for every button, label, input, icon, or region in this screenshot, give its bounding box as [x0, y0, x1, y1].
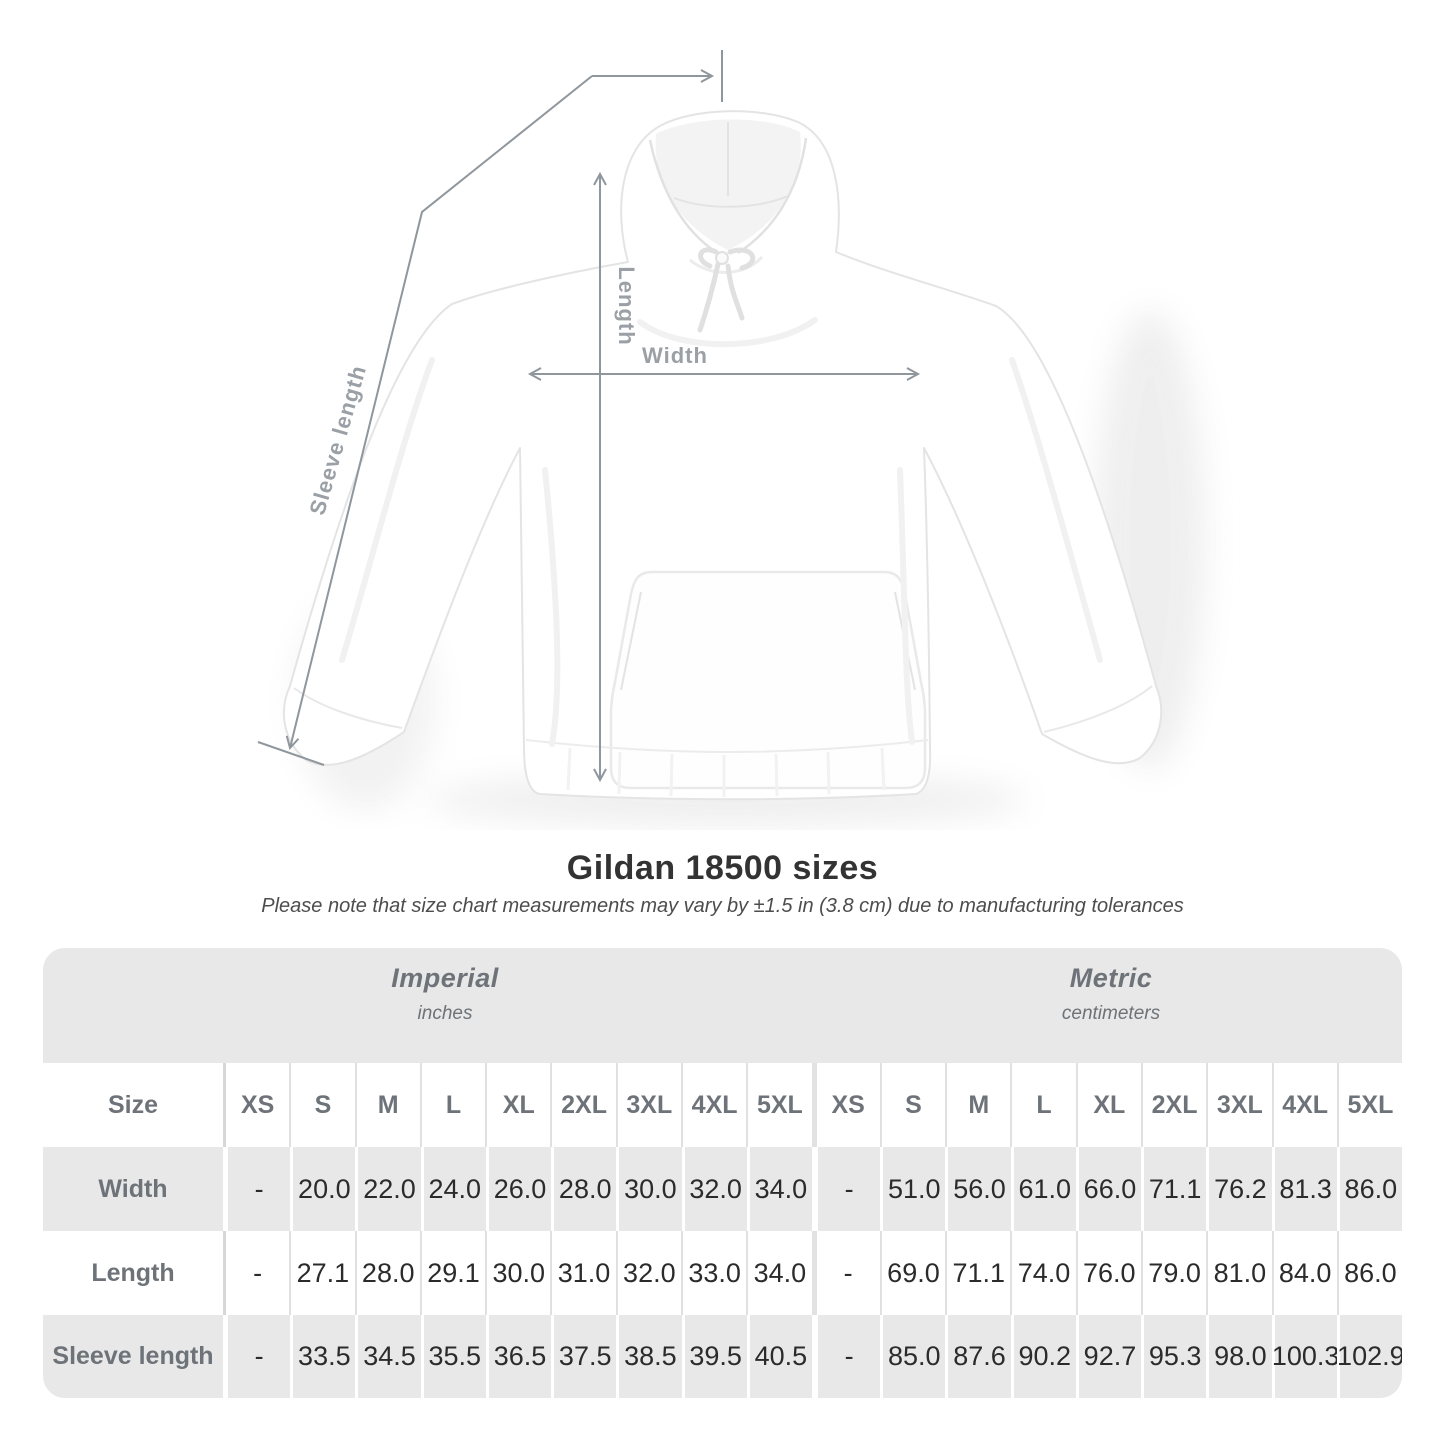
measurement-value: 81.3	[1271, 1147, 1337, 1231]
measurement-value: -	[811, 1315, 881, 1398]
measurement-value: 34.0	[746, 1231, 811, 1315]
size-col-header: L	[419, 1063, 485, 1147]
measurement-value: 100.3	[1271, 1315, 1339, 1398]
size-col-header: 5XL	[746, 1063, 811, 1147]
measurement-value: 95.3	[1141, 1315, 1207, 1398]
measurement-value: 86.0	[1336, 1147, 1402, 1231]
size-col-header: 3XL	[615, 1063, 681, 1147]
measurement-value: 34.0	[746, 1147, 812, 1231]
measurement-value: 30.0	[616, 1147, 682, 1231]
drawstring	[697, 247, 756, 333]
measurement-value: -	[811, 1231, 880, 1315]
size-col-header: M	[354, 1063, 420, 1147]
length-measure-label: Length	[614, 266, 639, 345]
measurement-value: 71.1	[1141, 1147, 1207, 1231]
size-col-header: 4XL	[1271, 1063, 1337, 1147]
measurement-value: 98.0	[1206, 1315, 1272, 1398]
page-subtitle: Please note that size chart measurements…	[261, 895, 1184, 917]
measurement-value: 34.5	[355, 1315, 421, 1398]
size-header-row: Size XS S M L XL 2XL 3XL 4XL 5XL XS S M …	[43, 1063, 1402, 1147]
size-col-header: 4XL	[680, 1063, 746, 1147]
measurement-value: 31.0	[550, 1231, 615, 1315]
width-measure-label: Width	[642, 343, 708, 368]
size-col-header: XL	[1075, 1063, 1141, 1147]
sleeve-measure-tick	[257, 741, 325, 766]
row-label: Sleeve length	[43, 1315, 223, 1398]
sleeve-length-row: Sleeve length - 33.5 34.5 35.5 36.5 37.5…	[43, 1315, 1402, 1398]
measurement-value: 66.0	[1075, 1147, 1142, 1231]
size-chart-table: Imperial inches Metric centimeters Size …	[43, 948, 1402, 1398]
measurement-value: 26.0	[485, 1147, 552, 1231]
measurement-value: 85.0	[880, 1315, 946, 1398]
measurement-value: 20.0	[290, 1147, 356, 1231]
size-col-header: S	[879, 1063, 945, 1147]
measurement-value: 92.7	[1075, 1315, 1142, 1398]
measurement-value: 22.0	[355, 1147, 421, 1231]
measurement-value: 56.0	[945, 1147, 1011, 1231]
size-col-header: M	[945, 1063, 1010, 1147]
measurement-value: -	[223, 1147, 291, 1231]
imperial-title: Imperial	[391, 963, 499, 993]
measurement-value: 39.5	[681, 1315, 747, 1398]
measurement-value: 30.0	[485, 1231, 550, 1315]
row-label: Length	[91, 1258, 175, 1287]
measurement-value: 35.5	[420, 1315, 486, 1398]
measurement-value: 40.5	[746, 1315, 812, 1398]
measurement-value: 38.5	[616, 1315, 682, 1398]
measurement-value: 102.9	[1336, 1315, 1402, 1398]
measurement-value: 76.2	[1206, 1147, 1272, 1231]
size-col-header: S	[289, 1063, 354, 1147]
imperial-unit: inches	[417, 1003, 473, 1024]
measurement-value: 24.0	[420, 1147, 486, 1231]
size-col-header: 5XL	[1336, 1063, 1402, 1147]
measurement-value: 61.0	[1010, 1147, 1076, 1231]
metric-unit: centimeters	[1061, 1003, 1161, 1024]
measurement-value: 84.0	[1271, 1231, 1337, 1315]
measurement-value: -	[811, 1147, 881, 1231]
measurement-value: 36.5	[485, 1315, 552, 1398]
measurement-value: 32.0	[615, 1231, 681, 1315]
size-column-label: Size	[107, 1090, 159, 1119]
measurement-value: 79.0	[1140, 1231, 1206, 1315]
measurement-value: 29.1	[419, 1231, 485, 1315]
measurement-value: 76.0	[1075, 1231, 1141, 1315]
metric-title: Metric	[1069, 963, 1153, 993]
row-label: Width	[43, 1147, 223, 1231]
page-title: Gildan 18500 sizes	[566, 849, 879, 887]
size-col-header: XL	[485, 1063, 550, 1147]
measurement-value: -	[223, 1231, 289, 1315]
imperial-header: Imperial inches	[391, 963, 499, 1025]
hoodie-illustration: Width Length Sleeve length	[257, 50, 1205, 826]
measurement-value: 51.0	[880, 1147, 946, 1231]
measurement-value: 74.0	[1010, 1231, 1075, 1315]
measurement-value: 87.6	[945, 1315, 1011, 1398]
size-col-header: L	[1010, 1063, 1075, 1147]
measurement-value: 81.0	[1206, 1231, 1271, 1315]
length-row: Length - 27.1 28.0 29.1 30.0 31.0 32.0 3…	[43, 1231, 1402, 1315]
hoodie-body	[283, 110, 1163, 801]
measurement-value: 27.1	[289, 1231, 354, 1315]
size-col-header: 2XL	[1140, 1063, 1206, 1147]
width-row: Width - 20.0 22.0 24.0 26.0 28.0 30.0 32…	[43, 1147, 1402, 1231]
measurement-value: 69.0	[879, 1231, 945, 1315]
size-col-header: 2XL	[550, 1063, 615, 1147]
measurement-annotations	[257, 50, 921, 783]
measurement-value: 28.0	[354, 1231, 420, 1315]
measurement-value: 37.5	[551, 1315, 617, 1398]
measurement-value: 86.0	[1336, 1231, 1402, 1315]
sleeve-measure-line	[285, 75, 593, 751]
measurement-value: 90.2	[1010, 1315, 1076, 1398]
measurement-value: -	[223, 1315, 291, 1398]
metric-header: Metric centimeters	[1062, 963, 1160, 1025]
unit-header-band: Imperial inches Metric centimeters	[43, 948, 1402, 1063]
measurement-value: 32.0	[681, 1147, 747, 1231]
size-col-header: 3XL	[1206, 1063, 1271, 1147]
measurement-value: 28.0	[551, 1147, 617, 1231]
measurement-value: 33.0	[680, 1231, 746, 1315]
measurement-value: 33.5	[290, 1315, 356, 1398]
size-col-header: XS	[223, 1063, 289, 1147]
measurement-value: 71.1	[945, 1231, 1010, 1315]
size-col-header: XS	[811, 1063, 880, 1147]
